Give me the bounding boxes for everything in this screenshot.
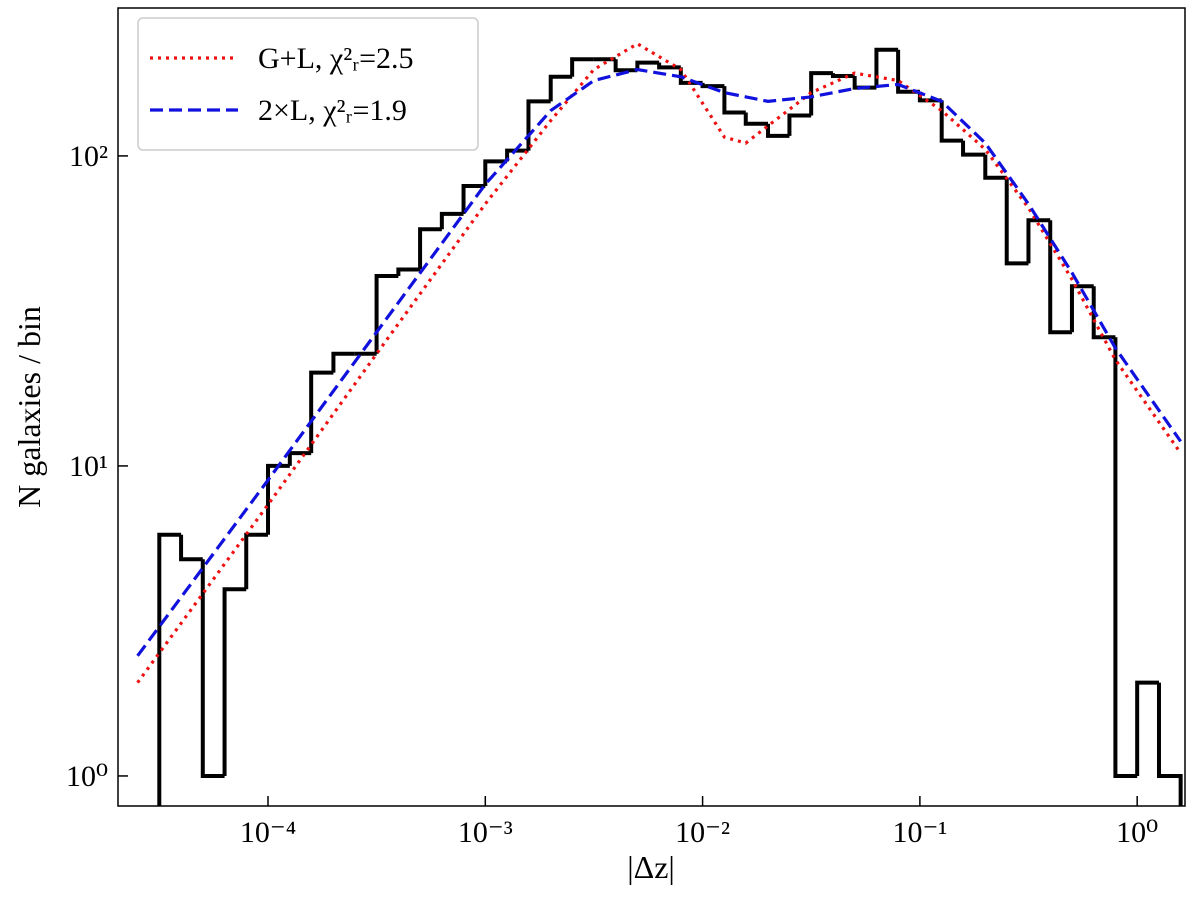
histogram-bin [157, 532, 182, 806]
y-tick-label: 10² [69, 140, 108, 173]
fit-curve [136, 67, 1182, 657]
histogram-bin [809, 71, 833, 116]
x-tick-label: 10⁻¹ [892, 816, 947, 849]
histogram-bin [331, 351, 355, 373]
histogram-bin [266, 463, 290, 535]
x-tick-label: 10⁻⁴ [240, 816, 296, 849]
histogram-bin [766, 123, 790, 138]
y-tick-label: 10¹ [69, 450, 108, 483]
plot-frame [117, 7, 1186, 807]
histogram-bin [222, 587, 247, 776]
histogram-bin [439, 211, 464, 230]
legend-label: G+L, χ²ᵣ=2.5 [258, 42, 414, 75]
histogram-bin [483, 159, 508, 186]
histogram-bin [244, 532, 269, 590]
histogram-bin [461, 183, 486, 214]
histogram-bin [570, 57, 594, 77]
histogram-bin [287, 451, 312, 466]
histogram-bin [309, 370, 334, 454]
histogram-bin [613, 59, 638, 73]
legend-box [137, 17, 479, 151]
histogram-bin [787, 113, 812, 136]
x-tick-label: 10⁻² [675, 816, 730, 849]
histogram-bin [939, 100, 964, 143]
histogram-bin [418, 227, 442, 270]
histogram-bin [1004, 177, 1029, 266]
y-axis-label: N galaxies / bin [11, 306, 47, 508]
x-tick-label: 10⁰ [1116, 816, 1158, 849]
x-axis-label: |Δz| [627, 849, 675, 885]
y-tick-label: 10⁰ [66, 760, 108, 793]
histogram-bin [1113, 337, 1138, 778]
histogram-bin [1069, 284, 1094, 333]
legend-label: 2×L, χ²ᵣ=1.9 [258, 94, 407, 127]
fit-curve [136, 41, 1182, 684]
histogram-bin [396, 267, 421, 276]
histogram-bin [830, 73, 855, 79]
histogram-bin [700, 82, 725, 89]
histogram-bin [1048, 220, 1072, 335]
histogram-bin [179, 534, 203, 562]
histogram-bin [200, 559, 225, 778]
histogram-bin [743, 112, 769, 126]
histogram-bin [722, 86, 746, 115]
histogram-bin [374, 273, 399, 354]
histogram-bin [1026, 218, 1051, 264]
histogram-bin [1091, 286, 1116, 340]
histogram-bin [548, 74, 573, 102]
histogram-bin [983, 154, 1007, 180]
histogram-bin [1156, 682, 1183, 806]
histogram-bin [874, 47, 899, 88]
x-tick-label: 10⁻³ [458, 816, 513, 849]
histogram-bin [961, 140, 986, 157]
histogram-bin [635, 60, 660, 71]
histogram-bin [657, 62, 681, 70]
histogram-bin [1135, 680, 1159, 776]
histogram-bin [526, 99, 551, 151]
